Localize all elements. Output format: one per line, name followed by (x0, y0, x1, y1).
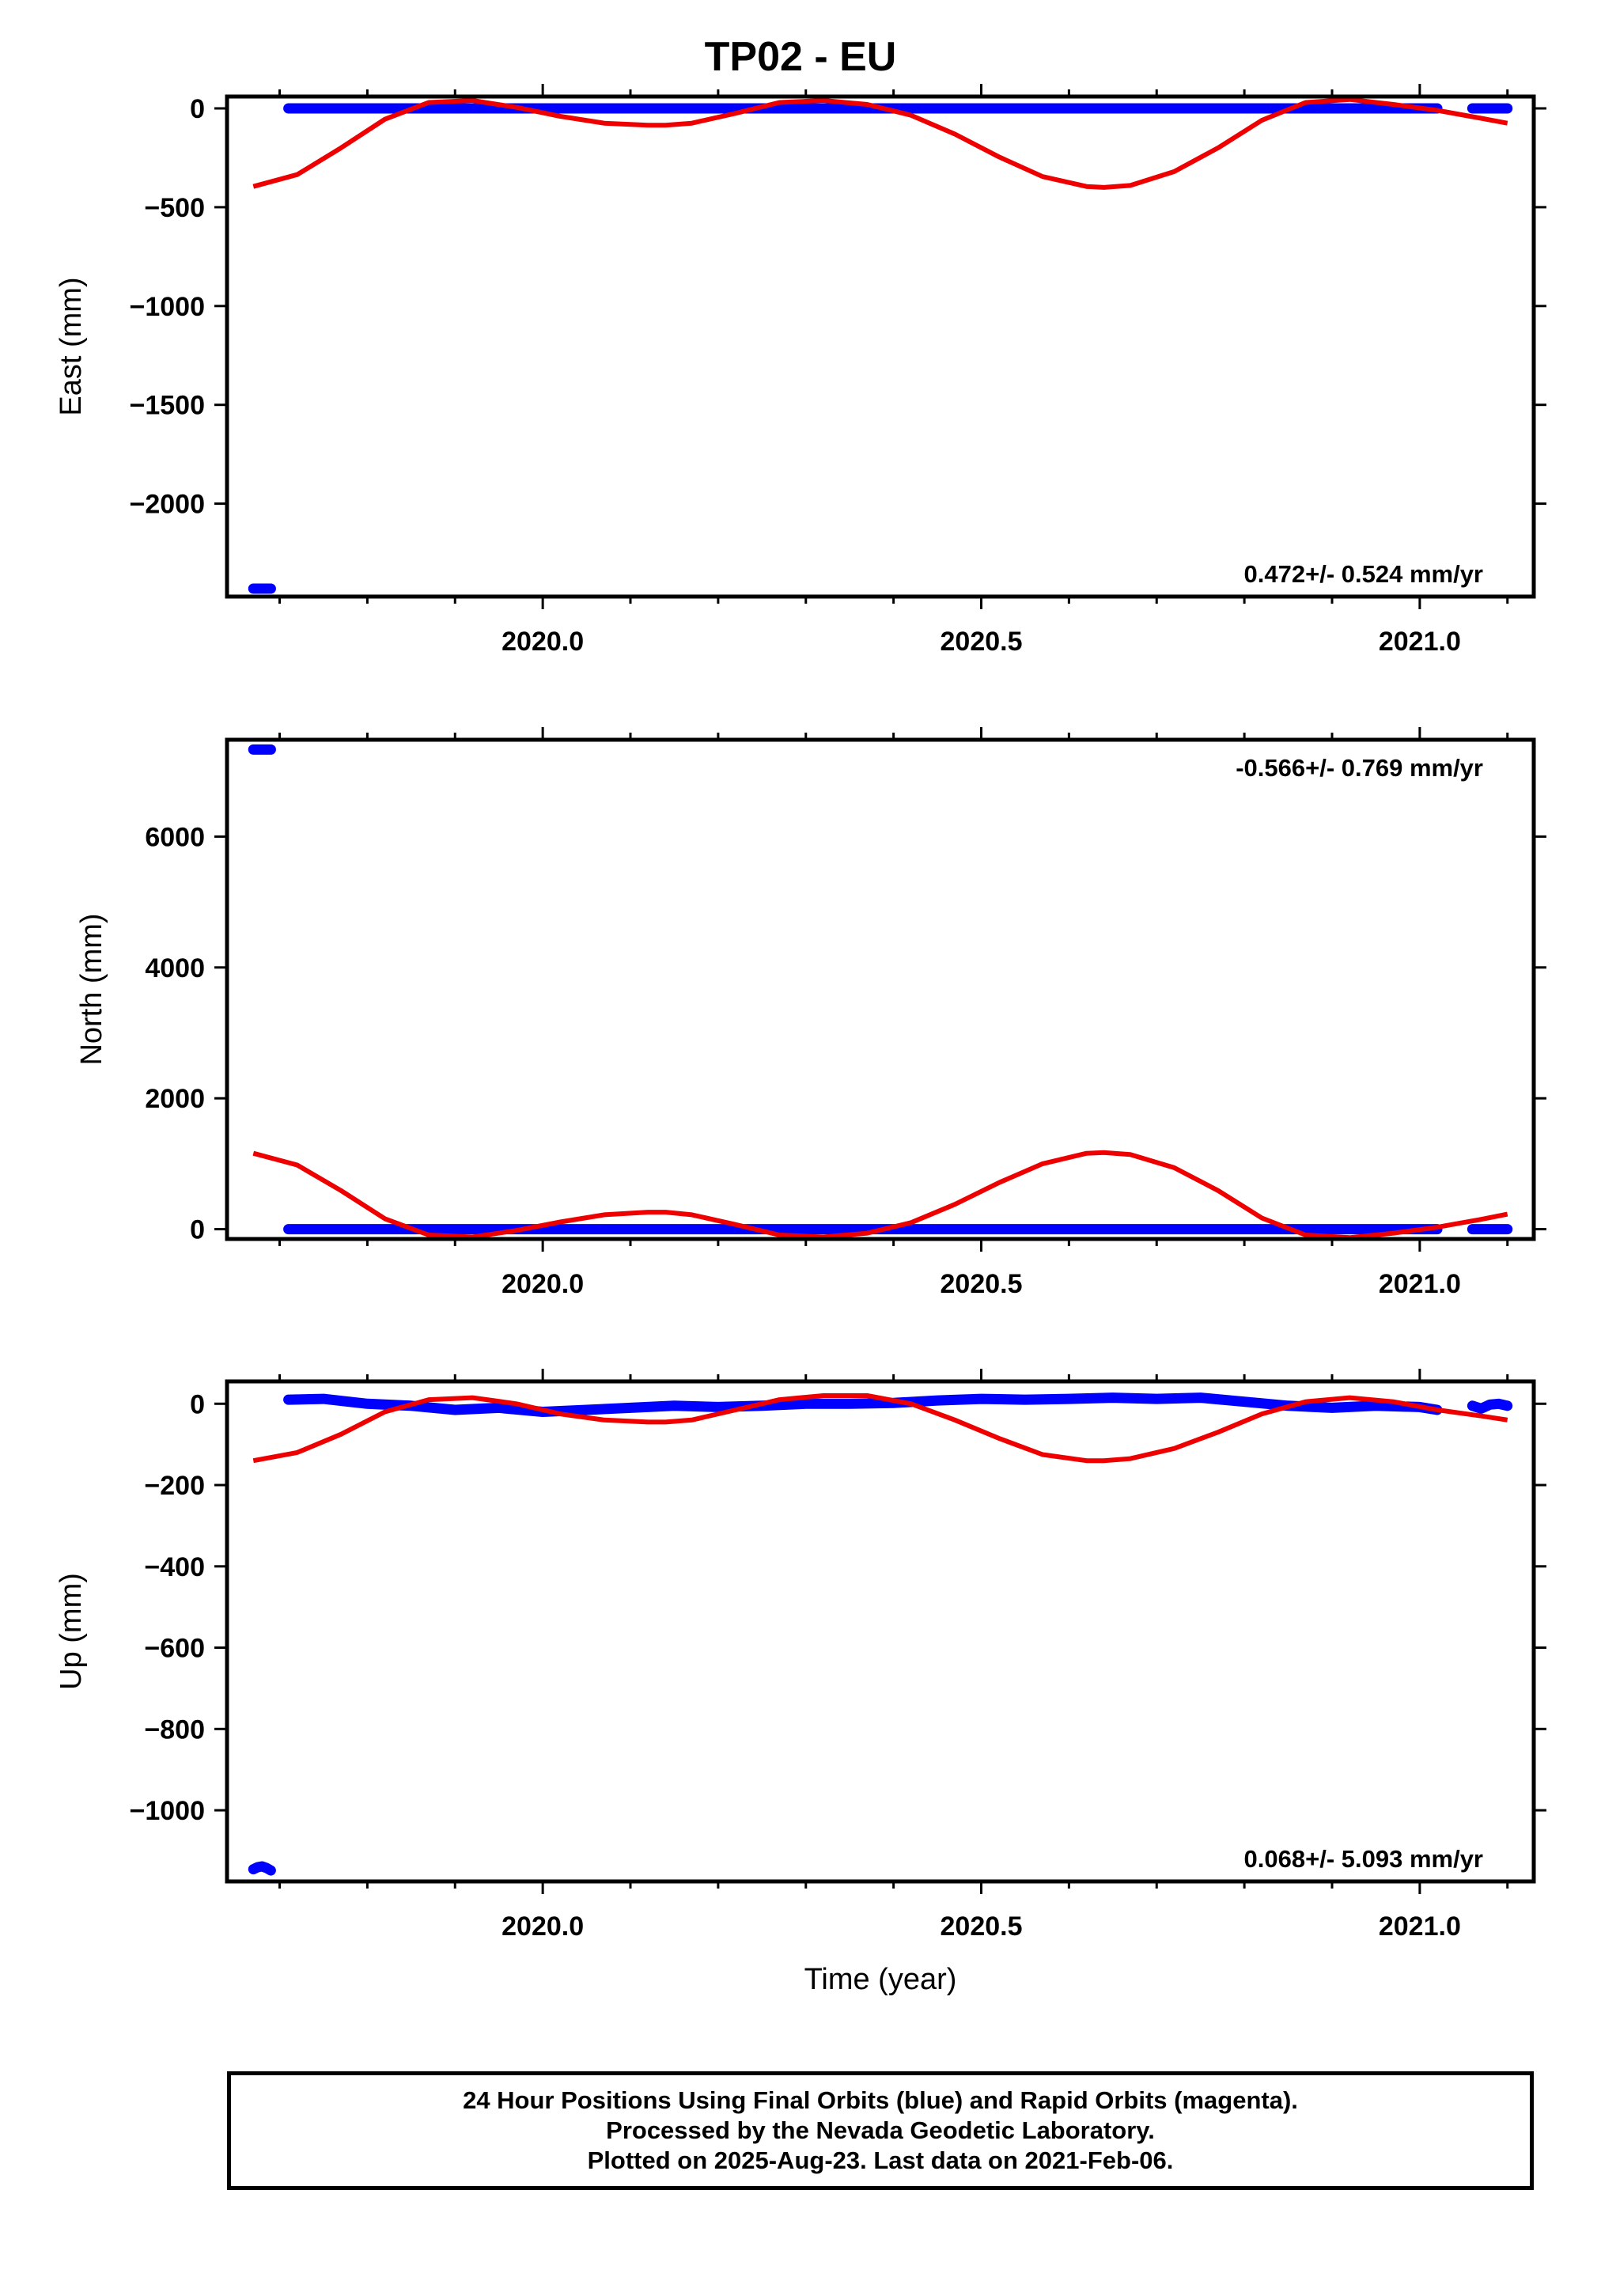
north-velocity-label: -0.566+/- 0.769 mm/yr (1236, 754, 1483, 782)
east-velocity-label: 0.472+/- 0.524 mm/yr (1244, 560, 1483, 588)
east-y-axis-title: East (mm) (55, 277, 88, 415)
north-x-tick-label: 2020.0 (501, 1269, 584, 1299)
up-final-orbit-points-1 (283, 1392, 1443, 1417)
footer-line-lab: Processed by the Nevada Geodetic Laborat… (606, 2116, 1155, 2144)
north-data-layer (248, 744, 1513, 1239)
up-x-tick-label: 2020.0 (501, 1911, 584, 1942)
east-y-tick-label: 0 (190, 94, 205, 124)
north-y-axis-title: North (mm) (75, 913, 108, 1065)
up-y-tick-label: −400 (144, 1552, 205, 1582)
processing-info-box: 24 Hour Positions Using Final Orbits (bl… (227, 2071, 1534, 2190)
up-panel: 0 −200 −400 −600 −800 −1000 2020.0 2020.5 2021.0… (55, 1369, 1546, 1996)
east-x-tick-label: 2021.0 (1379, 627, 1461, 657)
up-final-orbit-points-2 (1467, 1398, 1513, 1414)
east-y-tick-label: −500 (144, 193, 205, 223)
east-y-tick-label: −2000 (130, 490, 206, 520)
east-y-tick-label: −1500 (130, 391, 206, 421)
east-seasonal-model-line (252, 97, 1508, 190)
up-data-layer (248, 1392, 1513, 1876)
up-y-tick-label: −1000 (130, 1796, 206, 1826)
footer-line-dates: Plotted on 2025-Aug-23. Last data on 202… (587, 2146, 1174, 2174)
up-y-tick-label: −600 (144, 1634, 205, 1664)
chart-title: TP02 - EU (704, 34, 897, 80)
east-x-tick-label: 2020.5 (941, 627, 1023, 657)
east-plot-frame (225, 94, 1536, 599)
up-velocity-label: 0.068+/- 5.093 mm/yr (1244, 1845, 1483, 1873)
north-x-tick-label: 2021.0 (1379, 1269, 1461, 1299)
north-y-tick-label: 0 (190, 1215, 205, 1245)
north-plot-frame (225, 737, 1536, 1241)
up-x-axis-title: Time (year) (804, 1963, 957, 1996)
up-y-tick-label: 0 (190, 1389, 205, 1419)
east-panel: 0 −500 −1000 −1500 −2000 2020.0 2020.5 2021.0 Ea… (55, 84, 1546, 657)
up-seasonal-model-line (252, 1393, 1508, 1464)
north-seasonal-model-line (252, 1150, 1508, 1239)
up-final-orbit-points-0 (248, 1861, 276, 1876)
up-y-axis-title: Up (mm) (55, 1573, 88, 1690)
up-y-tick-label: −200 (144, 1471, 205, 1501)
north-y-tick-label: 4000 (145, 953, 205, 983)
north-y-tick-label: 2000 (145, 1084, 205, 1114)
east-x-tick-label: 2020.0 (501, 627, 584, 657)
up-x-tick-label: 2021.0 (1379, 1911, 1461, 1942)
north-panel: 0 2000 4000 6000 2020.0 2020.5 2021.0 North (mm… (75, 727, 1546, 1299)
up-x-tick-label: 2020.5 (941, 1911, 1023, 1942)
east-y-tick-label: −1000 (130, 292, 206, 322)
east-data-layer (248, 97, 1513, 594)
north-x-tick-label: 2020.5 (941, 1269, 1023, 1299)
up-plot-frame (225, 1379, 1536, 1884)
north-y-tick-label: 6000 (145, 822, 205, 852)
up-y-tick-label: −800 (144, 1714, 205, 1745)
footer-line-orbits: 24 Hour Positions Using Final Orbits (bl… (463, 2086, 1298, 2114)
